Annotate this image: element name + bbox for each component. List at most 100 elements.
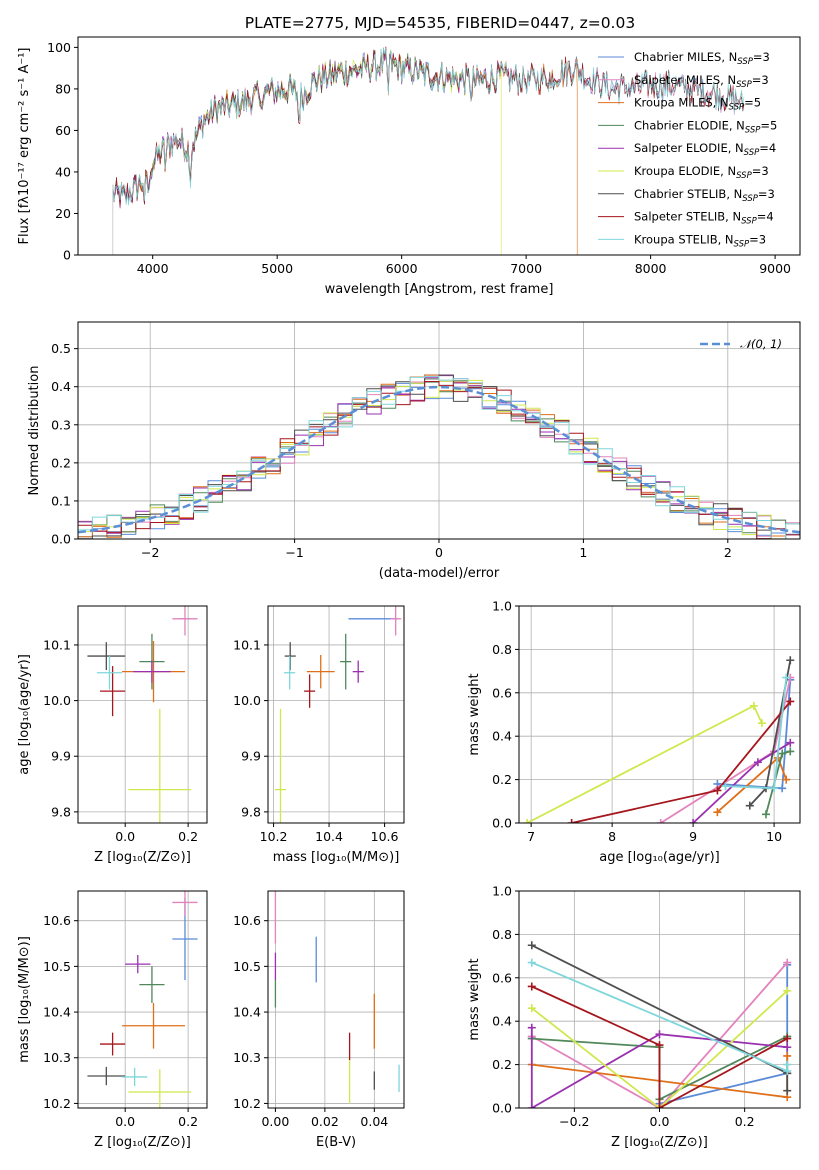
weight-vs-Z-line-salpeter-stelib (531, 985, 788, 1108)
age-vs-mass-point-kroupa-elodie (274, 708, 287, 823)
legend-label-chabrier-elodie: Chabrier ELODIE, NSSP=5 (634, 118, 777, 135)
spectrum-xtick-label: 8000 (635, 261, 667, 276)
age-vs-Z-ytick-label: 10.1 (43, 637, 71, 652)
residuals-xtick-label: 1 (579, 545, 587, 560)
mass-vs-Z-ytick-label: 10.2 (43, 1096, 71, 1111)
mass-vs-Z-xtick-label: 0.2 (178, 1114, 198, 1129)
weight-vs-age-line-kroupa-elodie (526, 704, 763, 823)
residuals-ytick-label: 0.2 (51, 455, 71, 470)
weight-vs-Z-marker-salpeter-elodie (655, 1030, 664, 1039)
weight-vs-Z-marker-chabrier-stelib (527, 941, 536, 950)
weight-vs-age-marker-chabrier-stelib (745, 801, 754, 810)
weight-vs-age-marker-kroupa-miles (713, 808, 722, 817)
age-vs-mass-point-kroupa-stelib (284, 656, 296, 690)
age-vs-mass-axes: 10.2 10.4 10.6 9.8 9.9 10.0 10.1 mass [log₁₀(M/… (233, 606, 404, 865)
weight-vs-age-xtick-label: 9 (689, 829, 697, 844)
residuals-xtick-label: 0 (435, 545, 443, 560)
spectrum-xtick-label: 5000 (261, 261, 293, 276)
spectrum-xtick-label: 6000 (386, 261, 418, 276)
mass-vs-Z-point-kroupa-stelib (122, 1067, 148, 1087)
mass-vs-Z-xtick-label: 0.0 (115, 1114, 135, 1129)
weight-vs-Z-line-salpeter-miles (531, 962, 788, 1108)
spectrum-lines (112, 46, 745, 255)
age-vs-mass-point-chabrier-elodie (340, 633, 352, 690)
spectrum-ytick-label: 40 (55, 164, 71, 179)
age-vs-Z-ytick-label: 10.0 (43, 693, 71, 708)
age-vs-Z-points (87, 606, 198, 823)
age-vs-Z-xlabel: Z [log₁₀(Z/Z⊙)] (94, 850, 191, 865)
weight-vs-age-marker-kroupa-stelib (721, 782, 730, 791)
mass-vs-Z-point-kroupa-miles (122, 1002, 185, 1049)
weight-vs-age-xtick-label: 7 (527, 829, 535, 844)
weight-vs-age-marker-chabrier-elodie (786, 747, 795, 756)
age-vs-mass-point-salpeter-elodie (352, 660, 364, 683)
age-vs-mass-ytick-label: 9.8 (241, 804, 261, 819)
weight-vs-Z-marker-salpeter-elodie (527, 1104, 536, 1108)
weight-vs-Z-ytick-label: 0.2 (492, 1057, 512, 1072)
weight-vs-Z-marker-salpeter-stelib (655, 1041, 664, 1050)
mass-vs-Z-frame (77, 890, 208, 1109)
weight-vs-Z-marker-salpeter-stelib (655, 1104, 664, 1108)
weight-vs-Z-lines (527, 941, 792, 1108)
weight-vs-age-ytick-label: 1.0 (492, 599, 512, 614)
age-vs-Z-point-salpeter-miles (172, 606, 198, 636)
weight-vs-Z-marker-kroupa-elodie (527, 1004, 536, 1013)
legend-label-kroupa-elodie: Kroupa ELODIE, NSSP=3 (634, 164, 769, 181)
residuals-ytick-label: 0.3 (51, 417, 71, 432)
weight-vs-Z-xtick-label: 0.2 (735, 1114, 755, 1129)
weight-vs-age-marker-kroupa-miles (782, 775, 791, 784)
mass-vs-Z-ytick-label: 10.4 (43, 1005, 71, 1020)
residuals-xtick-label: −1 (285, 545, 303, 560)
mass-vs-EBV-xtick-label: 0.02 (311, 1114, 339, 1129)
residuals-frame (77, 321, 801, 540)
age-vs-mass-point-kroupa-miles (306, 654, 335, 689)
age-vs-Z-xtick-label: 0.2 (178, 829, 198, 844)
mass-vs-EBV-ytick-label: 10.5 (233, 959, 261, 974)
weight-vs-Z-marker-salpeter-stelib (527, 982, 536, 991)
age-vs-mass-point-salpeter-miles (390, 606, 402, 636)
weight-vs-age-marker-salpeter-stelib (713, 786, 722, 795)
legend-label-salpeter-stelib: Salpeter STELIB, NSSP=4 (634, 210, 774, 227)
weight-vs-Z-line-kroupa-elodie (531, 990, 788, 1108)
mass-vs-EBV-axes: 0.00 0.02 0.04 10.2 10.3 10.4 10.5 10.6 E(B-V) (233, 891, 404, 1150)
age-vs-Z-axes: 0.0 0.2 9.8 9.9 10.0 10.1 Z [log₁₀(Z/Z⊙)] age [… (17, 606, 207, 865)
age-vs-Z-point-salpeter-stelib (100, 666, 126, 717)
age-vs-Z-ytick-label: 9.9 (51, 749, 71, 764)
residuals-axes: −2 −1 0 1 2 0.0 0.1 0.2 0.3 0.4 0.5 (data-model)/er… (27, 322, 800, 581)
weight-vs-age-ylabel: mass weight (467, 673, 482, 755)
spectrum-ytick-label: 60 (55, 123, 71, 138)
weight-vs-age-marker-salpeter-elodie (689, 819, 698, 823)
mass-vs-Z-ytick-label: 10.3 (43, 1050, 71, 1065)
residuals-xlabel: (data-model)/error (379, 566, 500, 581)
age-vs-mass-xlabel: mass [log₁₀(M/M⊙)] (273, 850, 400, 865)
weight-vs-age-marker-kroupa-elodie (749, 701, 758, 710)
weight-vs-age-frame (518, 605, 801, 824)
weight-vs-age-marker-salpeter-stelib (567, 819, 576, 823)
weight-vs-age-ytick-label: 0.0 (492, 816, 512, 831)
weight-vs-Z-axes: −0.2 0.0 0.2 0.0 0.2 0.4 0.6 0.8 1.0 Z [log₁₀(Z/Z… (467, 884, 800, 1150)
weight-vs-Z-marker-salpeter-elodie (783, 1043, 792, 1052)
age-vs-Z-point-kroupa-stelib (96, 656, 123, 690)
spectrum-xtick-label: 4000 (137, 261, 169, 276)
weight-vs-age-marker-salpeter-miles (656, 819, 665, 823)
weight-vs-age-marker-salpeter-stelib (786, 697, 795, 706)
weight-vs-age-marker-kroupa-elodie (523, 819, 532, 823)
weight-vs-age-marker-chabrier-stelib (786, 656, 795, 665)
mass-vs-EBV-xtick-label: 0.00 (261, 1114, 289, 1129)
mass-vs-Z-ytick-label: 10.5 (43, 959, 71, 974)
age-vs-Z-ylabel: age [log₁₀(age/yr)] (17, 654, 32, 775)
age-vs-Z-ytick-label: 9.8 (51, 804, 71, 819)
residuals-ytick-label: 0.4 (51, 379, 71, 394)
spectrum-axes: 4000 5000 6000 7000 8000 9000 0 20 40 60 80 100 wave… (17, 40, 791, 297)
age-vs-mass-xtick-label: 10.4 (315, 829, 343, 844)
mass-vs-Z-point-chabrier-stelib (87, 1066, 126, 1086)
spectrum-ytick-label: 0 (63, 248, 71, 263)
spectrum-xlabel: wavelength [Angstrom, rest frame] (325, 282, 554, 297)
spectrum-series-kroupa-elodie (140, 48, 502, 255)
weight-vs-Z-marker-kroupa-stelib (783, 1060, 792, 1069)
weight-vs-Z-xtick-label: −0.2 (559, 1114, 589, 1129)
weight-vs-Z-marker-kroupa-stelib (527, 958, 536, 967)
age-vs-mass-ytick-label: 10.1 (233, 637, 261, 652)
residuals-xtick-label: −2 (141, 545, 159, 560)
weight-vs-age-ytick-label: 0.4 (492, 729, 512, 744)
